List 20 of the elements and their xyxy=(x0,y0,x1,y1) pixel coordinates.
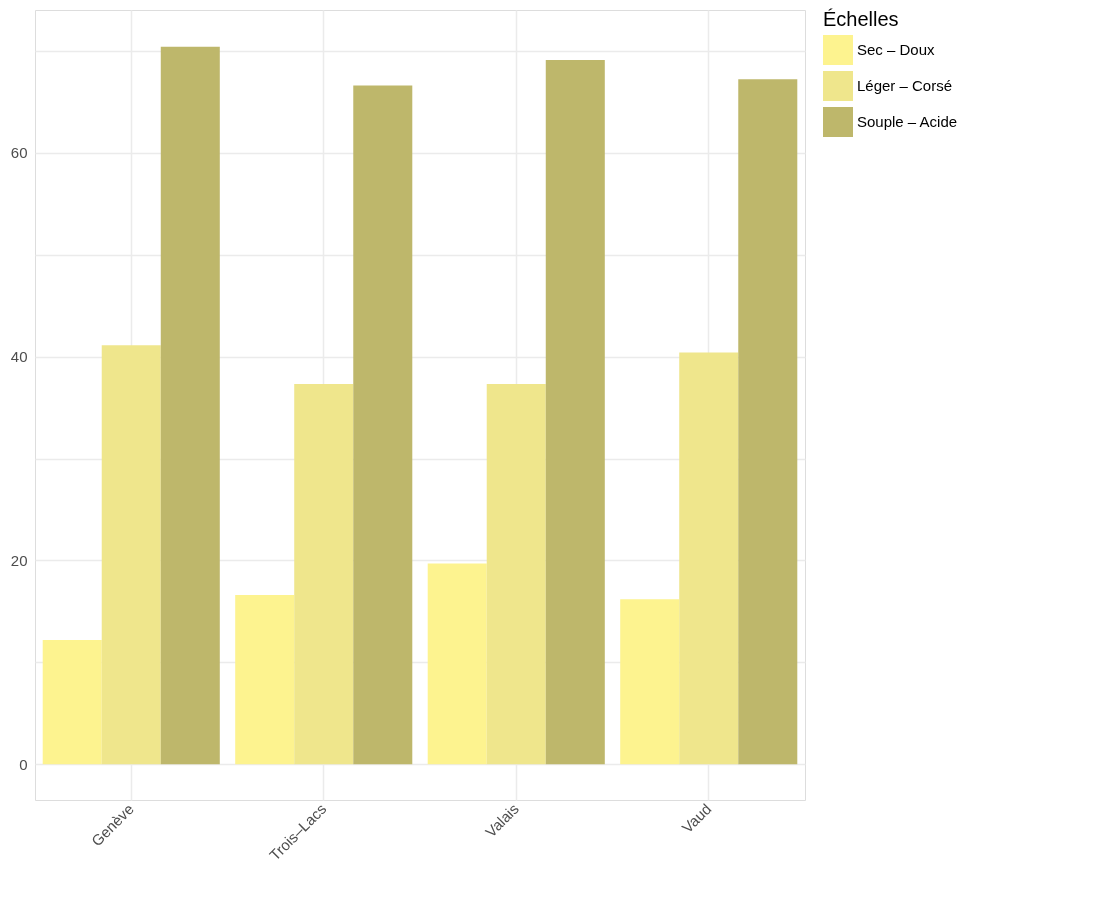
bar xyxy=(679,352,739,765)
legend-label: Souple – Acide xyxy=(857,113,958,130)
legend-label: Léger – Corsé xyxy=(857,77,953,94)
bar xyxy=(160,46,220,765)
y-tick-label: 20 xyxy=(10,551,28,569)
bar xyxy=(427,563,487,765)
bar xyxy=(294,384,354,765)
bar xyxy=(486,384,546,765)
bar xyxy=(620,599,680,765)
legend-label: Sec – Doux xyxy=(857,41,936,58)
bar xyxy=(101,345,161,765)
legend-title: Échelles xyxy=(823,8,899,30)
bar xyxy=(738,79,798,765)
bar xyxy=(42,639,102,765)
bar xyxy=(353,85,413,765)
bar xyxy=(545,59,605,765)
y-tick-label: 40 xyxy=(10,348,28,366)
bar xyxy=(235,595,295,765)
y-tick-label: 60 xyxy=(10,144,28,162)
y-tick-label: 0 xyxy=(19,755,28,773)
